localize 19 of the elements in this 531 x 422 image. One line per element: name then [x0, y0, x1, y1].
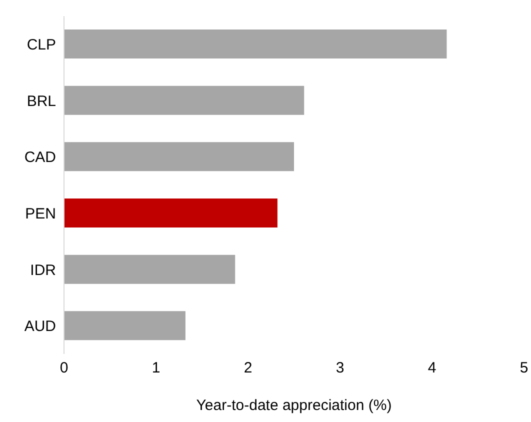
x-tick-label: 5: [520, 360, 528, 377]
bar: [64, 198, 278, 228]
x-tick-label: 3: [336, 360, 344, 377]
x-tick-label: 0: [60, 360, 68, 377]
bar: [64, 142, 294, 172]
y-tick-label: BRL: [26, 92, 56, 110]
bar: [64, 30, 447, 59]
x-tick-label: 2: [244, 360, 252, 377]
y-tick-label: PEN: [25, 205, 56, 222]
y-tick-label: CAD: [24, 149, 56, 166]
x-axis-title: Year-to-date appreciation (%): [196, 397, 392, 414]
y-tick-label: CLP: [26, 36, 56, 54]
bar: [64, 254, 236, 284]
bar: [64, 86, 304, 115]
y-tick-label: IDR: [30, 262, 56, 279]
x-tick-label: 1: [152, 360, 160, 377]
bar: [64, 311, 186, 340]
x-tick-label: 4: [428, 360, 436, 377]
y-tick-label: AUD: [24, 318, 56, 336]
